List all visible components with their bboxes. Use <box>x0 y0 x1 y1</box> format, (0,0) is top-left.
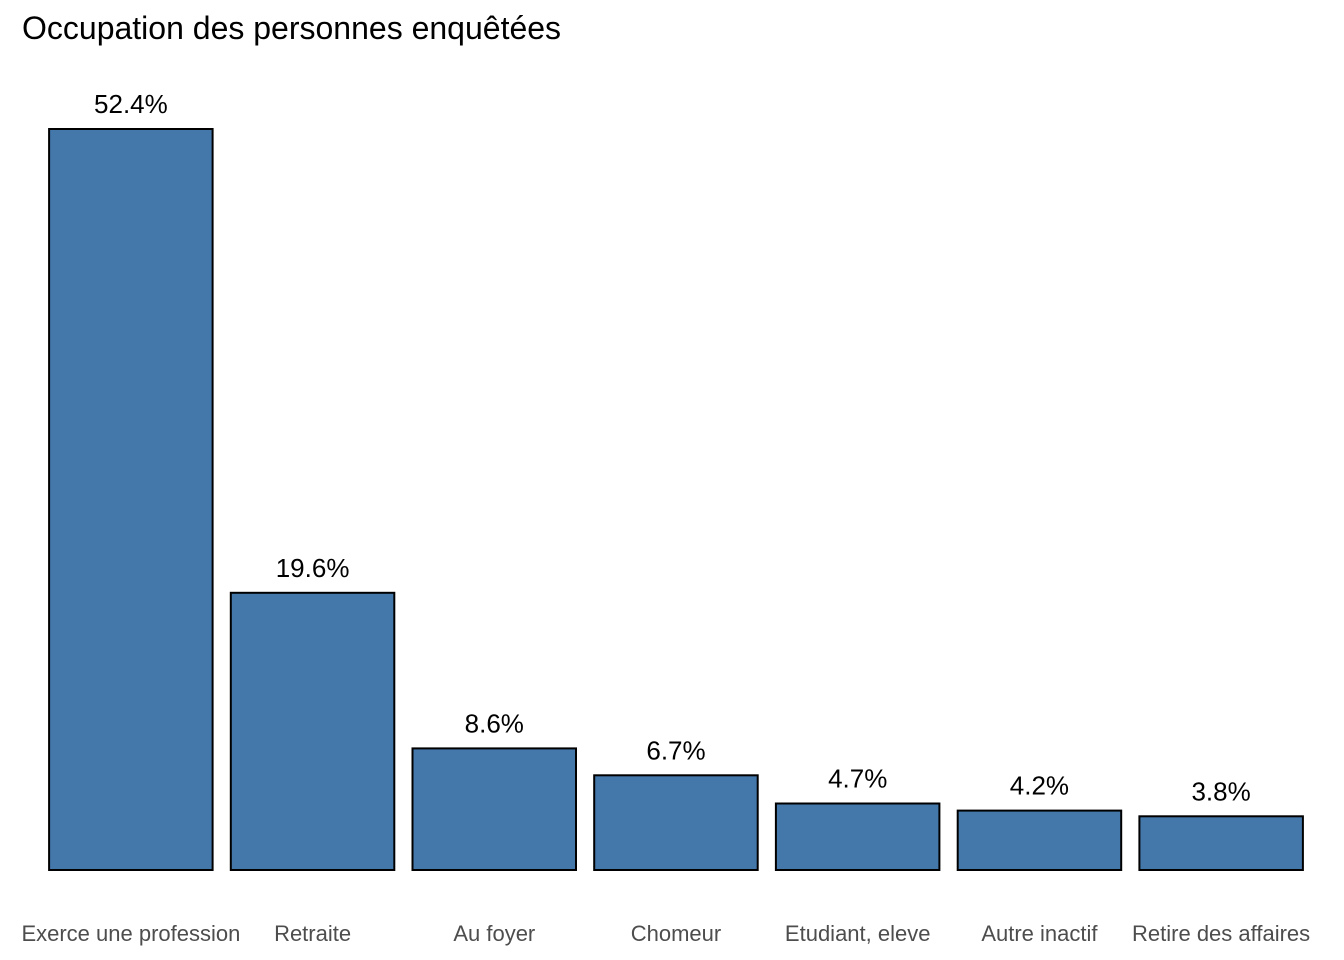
data-label-1: 19.6% <box>276 553 350 583</box>
x-tick-label-2: Au foyer <box>453 921 535 946</box>
data-label-6: 3.8% <box>1191 776 1250 806</box>
data-label-5: 4.2% <box>1010 771 1069 801</box>
chart-title: Occupation des personnes enquêtées <box>22 10 562 46</box>
x-tick-label-0: Exerce une profession <box>21 921 240 946</box>
bars-group <box>48 128 1304 872</box>
x-tick-label-1: Retraite <box>274 921 351 946</box>
data-label-4: 4.7% <box>828 764 887 794</box>
bar-0 <box>48 128 214 871</box>
bar-6 <box>1138 815 1304 871</box>
bar-3 <box>593 774 759 871</box>
bar-4 <box>774 802 941 871</box>
bar-5 <box>956 809 1123 871</box>
bar-1 <box>229 591 396 871</box>
data-label-2: 8.6% <box>465 708 524 738</box>
x-tick-label-4: Etudiant, eleve <box>785 921 931 946</box>
tick-labels-group: Exerce une profession Retraite Au foyer Cho… <box>21 921 1310 946</box>
value-labels-group: 52.4% 19.6% 8.6% 6.7% 4.7% 4.2% 3.8% <box>94 89 1251 806</box>
x-tick-label-6: Retire des affaires <box>1132 921 1310 946</box>
x-tick-label-3: Chomeur <box>631 921 721 946</box>
data-label-3: 6.7% <box>646 735 705 765</box>
bar-2 <box>411 747 577 872</box>
x-tick-label-5: Autre inactif <box>981 921 1098 946</box>
data-label-0: 52.4% <box>94 89 168 119</box>
